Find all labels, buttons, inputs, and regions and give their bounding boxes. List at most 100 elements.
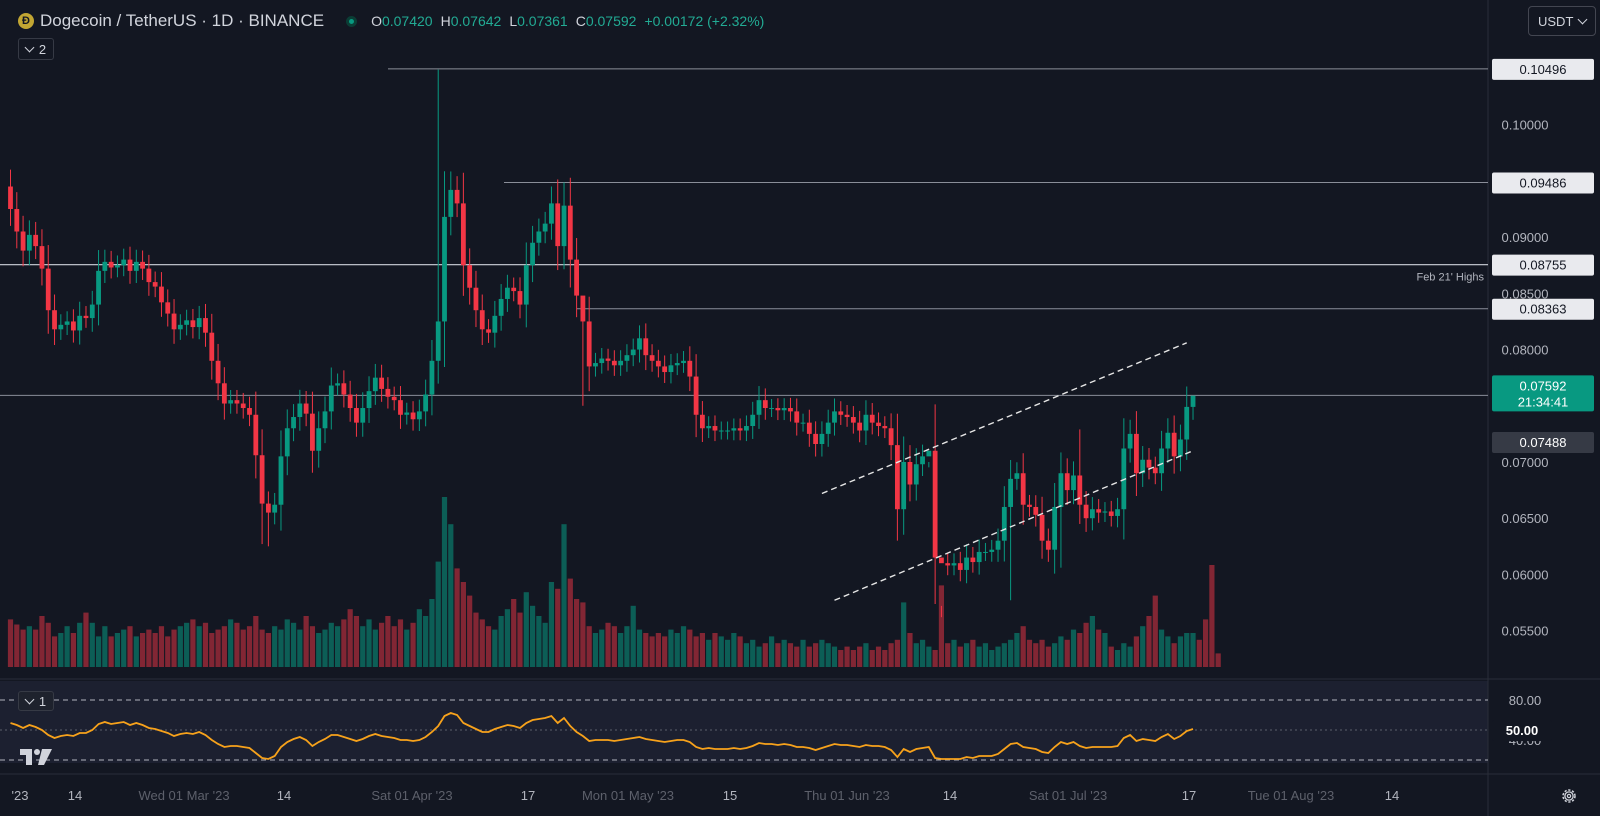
candle-body <box>1058 473 1064 507</box>
volume-bar <box>756 646 762 667</box>
volume-bar <box>473 612 479 667</box>
volume-bar <box>529 605 536 667</box>
level-price-label: 0.10496 <box>1520 62 1567 77</box>
candle-body <box>725 430 730 432</box>
candle-body <box>121 259 127 266</box>
time-tick-label: Tue 01 Aug '23 <box>1248 788 1335 803</box>
volume-bar <box>1133 636 1140 667</box>
volume-bar <box>479 619 485 667</box>
volume-bar <box>831 646 838 667</box>
candle-body <box>1096 509 1102 513</box>
ohlc-value: 0.07361 <box>517 13 568 29</box>
candle-body <box>794 411 800 423</box>
volume-bar <box>1077 633 1083 667</box>
volume-bar <box>284 619 290 667</box>
volume-bar <box>58 633 64 667</box>
volume-bar <box>951 639 957 667</box>
volume-bar <box>982 643 989 667</box>
candle-body <box>844 414 850 418</box>
dogecoin-logo-icon: Ð <box>18 13 34 29</box>
candle-body <box>234 400 240 404</box>
volume-bar <box>39 616 45 667</box>
symbol-title[interactable]: Dogecoin / TetherUS · 1D · BINANCE <box>40 11 325 30</box>
candle-body <box>108 261 114 268</box>
candle-body <box>247 408 252 415</box>
ohlc-item: H0.07642 <box>441 13 502 29</box>
candle-body <box>492 315 498 333</box>
candle-body <box>171 313 177 330</box>
volume-bar <box>813 643 819 667</box>
candle-body <box>310 413 315 451</box>
candle-body <box>14 209 20 232</box>
candle-body <box>580 295 586 322</box>
candle-body <box>1014 473 1020 479</box>
time-tick-label: 15 <box>723 788 737 803</box>
candle-body <box>335 383 340 386</box>
candle-body <box>354 408 359 423</box>
candle-body <box>177 324 183 330</box>
candle-body <box>328 385 334 412</box>
volume-bar <box>932 650 938 667</box>
volume-bar <box>121 629 127 667</box>
candle-body <box>133 261 139 271</box>
candle-body <box>1027 504 1032 507</box>
candle-body <box>127 259 133 271</box>
candle-body <box>360 408 366 423</box>
candle-body <box>655 360 661 367</box>
ohlc-item: O0.07420 <box>371 13 433 29</box>
volume-bar <box>309 626 316 667</box>
indicators-toggle-button[interactable]: 2 <box>18 38 54 60</box>
candle-body <box>1190 395 1196 407</box>
volume-bar <box>624 626 630 667</box>
candle-body <box>265 503 271 513</box>
volume-bar <box>536 616 542 667</box>
level-price-tag <box>1492 254 1594 276</box>
countdown-label: 21:34:41 <box>1518 394 1569 409</box>
candle-body <box>567 205 573 260</box>
candle-body <box>303 403 309 414</box>
volume-bar <box>423 616 429 667</box>
candle-body <box>442 216 447 322</box>
volume-bar <box>844 646 850 667</box>
candle-body <box>159 286 164 303</box>
candle-body <box>894 445 900 510</box>
gear-icon[interactable] <box>1560 787 1578 805</box>
candle-body <box>762 400 768 409</box>
volume-bar <box>768 636 775 667</box>
price-tick-label: 0.07000 <box>1502 455 1549 470</box>
volume-bar <box>724 639 731 667</box>
candle-body <box>322 411 328 429</box>
candle-body <box>750 414 756 427</box>
tradingview-logo-icon[interactable] <box>18 746 54 768</box>
volume-bar <box>718 636 724 667</box>
candle-body <box>372 377 378 392</box>
volume-bar <box>240 629 246 667</box>
candle-body <box>1008 478 1014 507</box>
candle-body <box>693 376 699 415</box>
candle-body <box>221 383 227 404</box>
rsi-pane-toggle-button[interactable]: 1 <box>18 691 54 711</box>
candle-body <box>775 408 781 411</box>
candle-body <box>297 403 303 418</box>
currency-label: USDT <box>1538 13 1574 29</box>
candle-body <box>64 321 70 325</box>
volume-bar <box>731 633 737 667</box>
currency-selector[interactable]: USDT <box>1528 6 1596 36</box>
volume-bar <box>668 629 674 667</box>
volume-bar <box>1114 650 1121 667</box>
volume-bar <box>215 629 221 667</box>
candle-body <box>970 557 976 563</box>
candle-body <box>498 298 504 316</box>
volume-bar <box>253 616 259 667</box>
volume-bar <box>511 599 517 667</box>
volume-bar <box>750 639 756 667</box>
candle-body <box>731 428 737 431</box>
volume-bar <box>586 626 592 667</box>
volume-bar <box>706 639 712 667</box>
candle-body <box>83 315 89 319</box>
volume-bar <box>1008 639 1014 667</box>
volume-bar <box>127 626 133 667</box>
volume-bar <box>485 626 492 667</box>
candle-body <box>1134 433 1139 474</box>
